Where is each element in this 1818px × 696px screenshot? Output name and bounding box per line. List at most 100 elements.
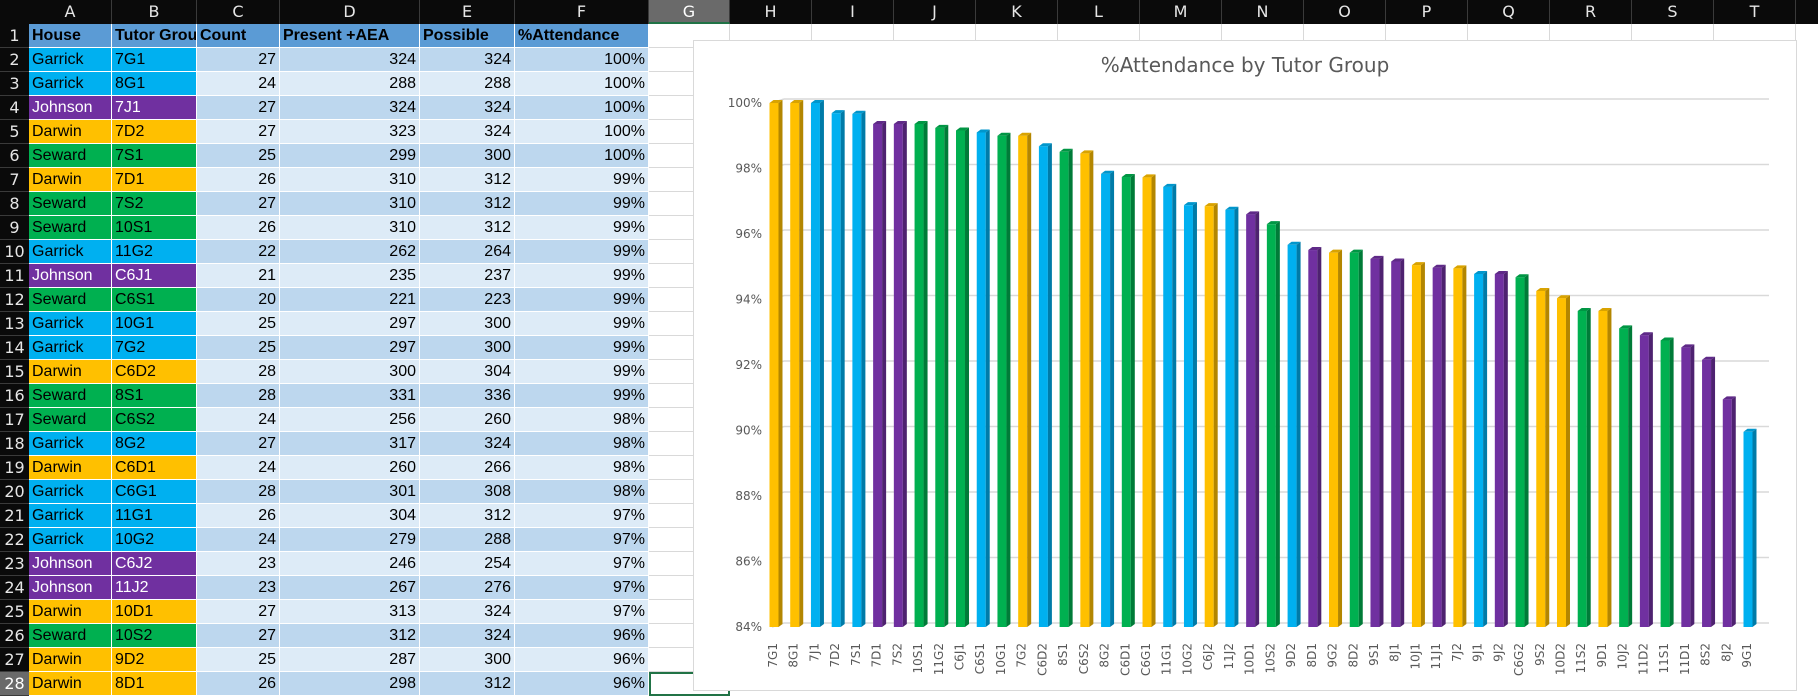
table-cell-present-aea[interactable]: 313 [280,600,420,624]
table-cell-possible[interactable]: 266 [420,456,515,480]
table-cell-possible[interactable]: 336 [420,384,515,408]
table-cell-attendance[interactable]: 98% [515,456,649,480]
table-cell-possible[interactable]: 324 [420,48,515,72]
column-header-p[interactable]: P [1386,0,1468,24]
column-header-r[interactable]: R [1550,0,1632,24]
table-cell-tutor-group[interactable]: 7G1 [112,48,197,72]
table-cell-house[interactable]: Darwin [29,360,112,384]
bar-c6s2[interactable] [1080,153,1090,627]
table-cell-count[interactable]: 25 [197,144,280,168]
row-header-22[interactable]: 22 [0,528,29,552]
table-cell-tutor-group[interactable]: 7D2 [112,120,197,144]
bar-8d2[interactable] [1349,252,1359,628]
bar-9g1[interactable] [1743,431,1753,627]
table-cell-present-aea[interactable]: 324 [280,48,420,72]
bar-9g2[interactable] [1329,252,1339,628]
column-header-l[interactable]: L [1058,0,1140,24]
table-cell-house[interactable]: Seward [29,384,112,408]
header-cell-tutor-group[interactable]: Tutor Group [112,24,197,48]
column-header-s[interactable]: S [1632,0,1714,24]
row-header-17[interactable]: 17 [0,408,29,432]
table-cell-attendance[interactable]: 98% [515,480,649,504]
table-cell-house[interactable]: Garrick [29,528,112,552]
table-cell-present-aea[interactable]: 310 [280,192,420,216]
bar-9s1[interactable] [1370,258,1380,627]
table-cell-present-aea[interactable]: 262 [280,240,420,264]
row-header-3[interactable]: 3 [0,72,29,96]
column-header-e[interactable]: E [420,0,515,24]
table-cell-possible[interactable]: 264 [420,240,515,264]
table-cell-house[interactable]: Garrick [29,504,112,528]
table-cell-house[interactable]: Darwin [29,456,112,480]
header-cell-attendance[interactable]: %Attendance [515,24,649,48]
table-cell-possible[interactable]: 276 [420,576,515,600]
table-cell-present-aea[interactable]: 246 [280,552,420,576]
table-cell-possible[interactable]: 300 [420,312,515,336]
bar-8d1[interactable] [1308,250,1318,628]
row-header-18[interactable]: 18 [0,432,29,456]
bar-10g1[interactable] [997,135,1007,627]
table-cell-house[interactable]: Seward [29,192,112,216]
table-cell-possible[interactable]: 288 [420,72,515,96]
table-cell-present-aea[interactable]: 301 [280,480,420,504]
bar-9s2[interactable] [1536,290,1546,627]
bar-7d2[interactable] [831,113,841,628]
table-cell-house[interactable]: Johnson [29,576,112,600]
row-header-1[interactable]: 1 [0,24,29,48]
table-cell-tutor-group[interactable]: 10S1 [112,216,197,240]
table-cell-attendance[interactable]: 99% [515,384,649,408]
table-cell-count[interactable]: 24 [197,456,280,480]
row-header-13[interactable]: 13 [0,312,29,336]
table-cell-attendance[interactable]: 99% [515,240,649,264]
header-cell-present-aea[interactable]: Present +AEA [280,24,420,48]
bar-9j2[interactable] [1494,273,1504,627]
table-cell-tutor-group[interactable]: 11G1 [112,504,197,528]
table-cell-attendance[interactable]: 99% [515,264,649,288]
table-cell-present-aea[interactable]: 221 [280,288,420,312]
table-cell-tutor-group[interactable]: C6D2 [112,360,197,384]
table-cell-possible[interactable]: 324 [420,96,515,120]
table-cell-count[interactable]: 27 [197,96,280,120]
table-cell-house[interactable]: Darwin [29,648,112,672]
row-header-8[interactable]: 8 [0,192,29,216]
bar-c6j2[interactable] [1204,206,1214,627]
column-header-b[interactable]: B [112,0,197,24]
table-cell-attendance[interactable]: 97% [515,552,649,576]
row-header-25[interactable]: 25 [0,600,29,624]
row-header-28[interactable]: 28 [0,672,29,696]
table-cell-possible[interactable]: 300 [420,648,515,672]
table-cell-attendance[interactable]: 100% [515,48,649,72]
table-cell-possible[interactable]: 324 [420,624,515,648]
table-cell-count[interactable]: 27 [197,48,280,72]
table-cell-possible[interactable]: 254 [420,552,515,576]
table-cell-house[interactable]: Garrick [29,432,112,456]
bar-11s1[interactable] [1660,340,1670,627]
table-cell-tutor-group[interactable]: 8G1 [112,72,197,96]
table-cell-possible[interactable]: 304 [420,360,515,384]
table-cell-present-aea[interactable]: 267 [280,576,420,600]
table-cell-attendance[interactable]: 98% [515,408,649,432]
row-header-9[interactable]: 9 [0,216,29,240]
table-cell-attendance[interactable]: 100% [515,72,649,96]
table-cell-possible[interactable]: 324 [420,432,515,456]
table-cell-house[interactable]: Darwin [29,120,112,144]
bar-11s2[interactable] [1577,310,1587,627]
header-cell-possible[interactable]: Possible [420,24,515,48]
table-cell-house[interactable]: Seward [29,624,112,648]
header-cell-house[interactable]: House [29,24,112,48]
column-header-n[interactable]: N [1222,0,1304,24]
bar-8g1[interactable] [790,103,800,627]
table-cell-house[interactable]: Darwin [29,600,112,624]
table-cell-house[interactable]: Seward [29,144,112,168]
table-cell-possible[interactable]: 312 [420,216,515,240]
bar-11j2[interactable] [1225,209,1235,627]
table-cell-tutor-group[interactable]: 7G2 [112,336,197,360]
row-header-24[interactable]: 24 [0,576,29,600]
table-cell-possible[interactable]: 312 [420,672,515,696]
bar-11d1[interactable] [1681,347,1691,627]
table-cell-tutor-group[interactable]: 9D2 [112,648,197,672]
table-cell-present-aea[interactable]: 312 [280,624,420,648]
table-cell-present-aea[interactable]: 287 [280,648,420,672]
bar-10d1[interactable] [1246,214,1256,627]
table-cell-present-aea[interactable]: 235 [280,264,420,288]
